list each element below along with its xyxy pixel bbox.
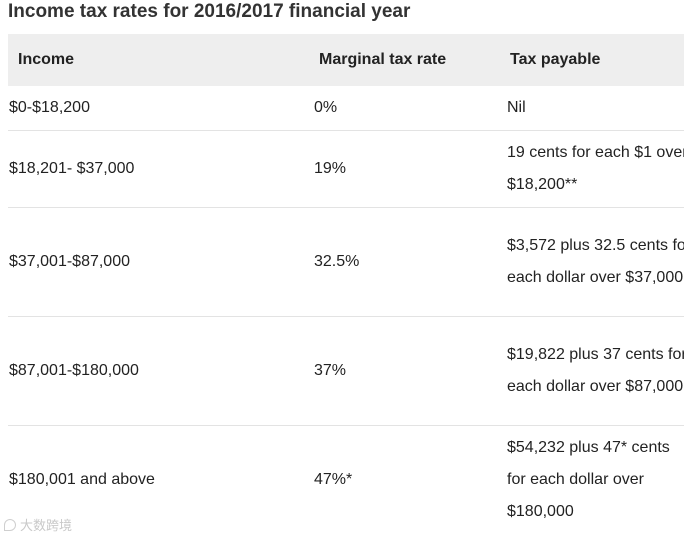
watermark-logo-icon [4,518,16,531]
income-cell: $18,201- $37,000 [8,130,314,208]
rate-cell: 32.5% [314,207,507,317]
column-header-marginal-rate: Marginal tax rate [314,34,507,86]
column-header-tax-payable: Tax payable [507,34,684,86]
income-cell: $37,001-$87,000 [8,207,314,317]
table-row: $37,001-$87,000 32.5% $3,572 plus 32.5 c… [8,207,684,317]
rate-cell: 47%* [314,470,353,488]
tax-payable-cell: 19 cents for each $1 over $18,200** [507,130,684,208]
rate-cell: 37% [314,316,507,426]
rate-cell: 0% [314,86,507,131]
income-cell: $0-$18,200 [8,86,314,131]
column-header-income: Income [8,34,314,86]
income-cell: $87,001-$180,000 [8,316,314,426]
tax-payable-cell: $19,822 plus 37 cents for each dollar ov… [507,316,684,426]
tax-payable-cell: Nil [507,86,684,131]
watermark-text: 大数跨境 [20,518,73,533]
income-cell: $180,001 and above [9,470,155,488]
tax-payable-cell: $54,232 plus 47* cents for each dollar o… [507,438,670,520]
tax-rates-table: Income Marginal tax rate Tax payable $0-… [8,34,684,533]
table-header-row: Income Marginal tax rate Tax payable [8,34,684,86]
rate-cell: 19% [314,130,507,208]
tax-payable-cell: $3,572 plus 32.5 cents for each dollar o… [507,207,684,317]
table-row: $87,001-$180,000 37% $19,822 plus 37 cen… [8,316,684,426]
table-row: $18,201- $37,000 19% 19 cents for each $… [8,130,684,208]
table-row: $0-$18,200 0% Nil [8,86,684,131]
page-title: Income tax rates for 2016/2017 financial… [8,1,411,22]
watermark: 大数跨境 [4,515,72,534]
table-row: $180,001 and above 47%* $54,232 plus 47*… [8,426,684,534]
